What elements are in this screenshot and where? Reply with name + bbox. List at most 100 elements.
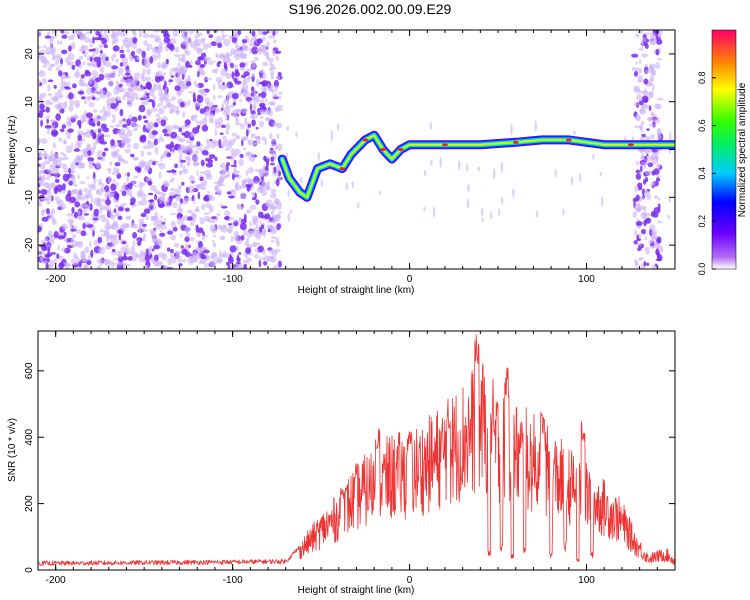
spectrogram-noise-blob bbox=[77, 174, 80, 179]
spectrogram-noise-blob bbox=[643, 78, 649, 85]
spectrogram-noise-blob bbox=[71, 244, 76, 247]
spectrogram-noise-blob bbox=[205, 43, 213, 48]
spectrogram-noise-blob bbox=[79, 181, 86, 185]
spectrogram-noise-blob bbox=[65, 75, 72, 79]
spectrogram-noise-blob bbox=[154, 123, 159, 128]
spectrogram-noise-blob bbox=[192, 180, 196, 184]
spectrogram-noise-blob bbox=[214, 128, 218, 137]
spectrogram-noise-blob bbox=[170, 234, 177, 241]
spectrogram-noise-blob bbox=[110, 102, 117, 110]
y-tick-label: 200 bbox=[24, 495, 35, 512]
spectrogram-noise-blob bbox=[179, 214, 184, 217]
spectrogram-noise-blob bbox=[178, 170, 183, 176]
spectrogram-noise-blob bbox=[47, 84, 51, 92]
spectrogram-noise-blob bbox=[273, 79, 279, 88]
spectrogram-noise-blob bbox=[67, 34, 75, 41]
spectrogram-noise-blob bbox=[161, 137, 164, 143]
x-tick-label: 100 bbox=[578, 575, 595, 586]
spectrogram-noise-blob bbox=[645, 262, 650, 266]
spectrogram-noise-blob bbox=[115, 194, 119, 201]
x-tick-label: -100 bbox=[223, 575, 243, 586]
spectrogram-noise-blob bbox=[187, 209, 193, 214]
spectrogram-noise-blob bbox=[202, 236, 205, 241]
spectrogram-noise-blob bbox=[230, 48, 236, 55]
spectrogram-noise-blob bbox=[66, 136, 71, 139]
spectrogram-faint-streak bbox=[430, 159, 433, 166]
spectrogram-noise-blob bbox=[104, 134, 111, 138]
spectrogram-noise-blob bbox=[149, 56, 154, 64]
spectrogram-noise-blob bbox=[117, 67, 124, 75]
spectrogram-noise-blob bbox=[259, 220, 262, 225]
spectrogram-noise-blob bbox=[180, 84, 185, 93]
spectrogram-noise-blob bbox=[126, 143, 132, 148]
spectrogram-noise-blob bbox=[146, 68, 151, 76]
spectrogram-noise-blob bbox=[215, 52, 218, 58]
spectrogram-noise-blob bbox=[130, 153, 135, 158]
spectrogram-noise-blob bbox=[153, 254, 159, 262]
spectrogram-noise-blob bbox=[190, 221, 195, 227]
spectrogram-noise-blob bbox=[166, 170, 174, 173]
spectrogram-noise-blob bbox=[60, 203, 66, 210]
spectrogram-noise-blob bbox=[273, 166, 277, 174]
spectrogram-noise-blob bbox=[169, 195, 176, 199]
spectrogram-noise-blob bbox=[233, 159, 237, 166]
spectrogram-noise-blob bbox=[197, 94, 201, 99]
spectrogram-noise-blob bbox=[132, 78, 139, 82]
spectrogram-faint-streak bbox=[649, 169, 652, 174]
spectrogram-noise-blob bbox=[274, 85, 278, 93]
spectrogram-noise-blob bbox=[186, 81, 192, 87]
spectrogram-noise-blob bbox=[67, 52, 75, 61]
spectrogram-noise-blob bbox=[278, 91, 283, 95]
spectrogram-noise-blob bbox=[197, 32, 203, 37]
spectrogram-noise-blob bbox=[256, 38, 263, 44]
spectrogram-noise-blob bbox=[97, 132, 105, 136]
spectrogram-noise-blob bbox=[208, 193, 213, 200]
spectrogram-noise-blob bbox=[239, 62, 246, 68]
spectrogram-noise-blob bbox=[57, 244, 60, 251]
spectrogram-noise-blob bbox=[43, 237, 48, 243]
spectrogram-noise-blob bbox=[154, 37, 162, 43]
spectrogram-noise-blob bbox=[45, 176, 50, 181]
spectrogram-noise-blob bbox=[185, 139, 189, 144]
spectrogram-noise-blob bbox=[272, 49, 276, 56]
spectrogram-noise-blob bbox=[144, 120, 149, 123]
spectrogram-noise-blob bbox=[83, 265, 88, 269]
spectrogram-noise-blob bbox=[163, 265, 168, 269]
spectrogram-noise-blob bbox=[120, 246, 127, 254]
spectrogram-noise-blob bbox=[184, 226, 192, 233]
spectrogram-noise-blob bbox=[156, 191, 163, 195]
spectrogram-noise-blob bbox=[105, 199, 111, 206]
spectrogram-noise-blob bbox=[641, 162, 649, 165]
spectrogram-noise-blob bbox=[65, 263, 70, 269]
spectrogram-noise-blob bbox=[93, 208, 99, 217]
spectrogram-noise-blob bbox=[202, 231, 206, 236]
spectrogram-noise-blob bbox=[270, 74, 274, 80]
spectrogram-noise-blob bbox=[92, 221, 98, 224]
spectrogram-noise-blob bbox=[142, 94, 147, 99]
spectrogram-noise-blob bbox=[131, 258, 137, 262]
spectrogram-noise-blob bbox=[181, 132, 187, 136]
spectrogram-noise-blob bbox=[113, 262, 117, 266]
spectrogram-noise-blob bbox=[241, 183, 247, 189]
spectrogram-noise-blob bbox=[104, 147, 109, 152]
spectrogram-noise-blob bbox=[48, 92, 52, 97]
spectrogram-noise-blob bbox=[72, 183, 78, 187]
spectrogram-noise-blob bbox=[124, 72, 131, 76]
spectrogram-noise-blob bbox=[180, 67, 187, 76]
spectrogram-faint-streak bbox=[579, 172, 582, 183]
spectrogram-noise-blob bbox=[203, 146, 210, 151]
spectrogram-noise-blob bbox=[141, 50, 146, 59]
spectrogram-noise-blob bbox=[271, 209, 275, 216]
spectrogram-faint-streak bbox=[493, 167, 496, 180]
spectrogram-noise-blob bbox=[83, 213, 90, 216]
spectrogram-noise-blob bbox=[250, 37, 253, 45]
spectrogram-noise-blob bbox=[173, 54, 181, 57]
spectrogram-noise-blob bbox=[255, 78, 260, 87]
spectrogram-noise-blob bbox=[239, 153, 244, 159]
spectrogram-noise-blob bbox=[55, 159, 62, 167]
spectrogram-noise-blob bbox=[39, 162, 46, 170]
spectrogram-noise-blob bbox=[238, 252, 242, 255]
spectrogram-noise-blob bbox=[60, 49, 68, 55]
spectrogram-noise-blob bbox=[123, 76, 127, 81]
spectrogram-noise-blob bbox=[51, 129, 58, 137]
